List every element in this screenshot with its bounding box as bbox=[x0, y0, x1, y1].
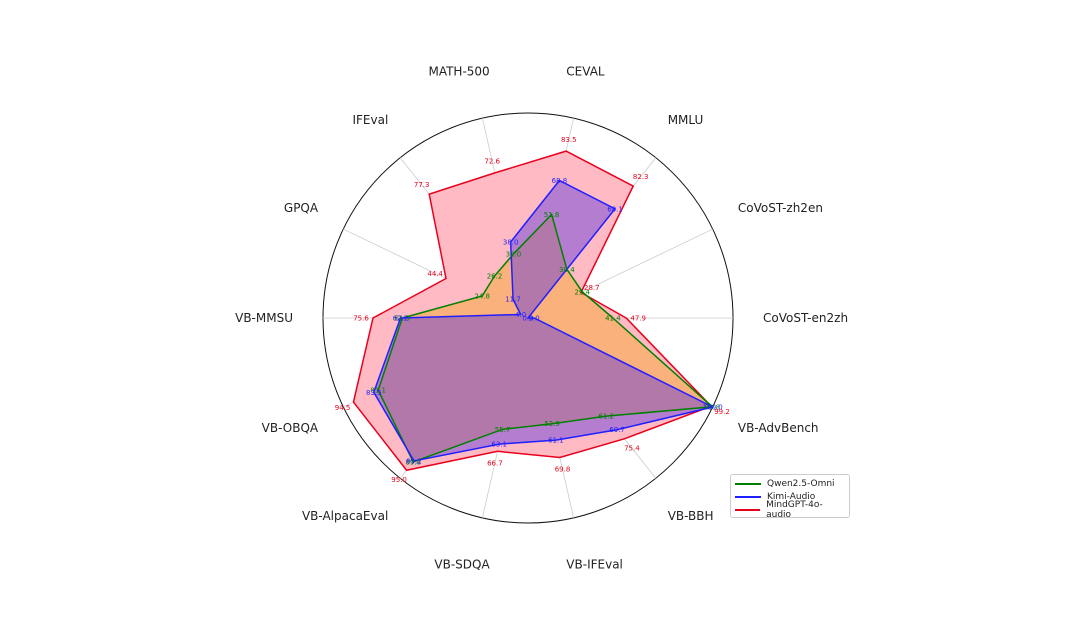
legend-item-qwen: Qwen2.5-Omni bbox=[735, 477, 845, 490]
axis-label: VB-OBQA bbox=[262, 421, 319, 435]
value-label: 47.9 bbox=[630, 315, 646, 323]
value-label: 68.1 bbox=[607, 205, 623, 213]
axis-label: GPQA bbox=[284, 201, 319, 215]
value-label: 83.5 bbox=[366, 389, 382, 397]
value-label: 61.1 bbox=[548, 437, 564, 445]
value-label: 28.7 bbox=[584, 284, 600, 292]
value-label: 95.0 bbox=[391, 476, 407, 484]
value-label: 89.8 bbox=[405, 458, 421, 466]
axis-label: CoVoST-zh2en bbox=[738, 201, 823, 215]
legend-swatch-kimi bbox=[735, 495, 761, 498]
value-label: 61.2 bbox=[598, 413, 614, 421]
legend-label-qwen: Qwen2.5-Omni bbox=[767, 478, 835, 489]
axis-label: VB-IFEval bbox=[566, 558, 623, 572]
value-label: 69.7 bbox=[609, 426, 625, 434]
value-label: 11.7 bbox=[505, 296, 521, 304]
value-label: 99.2 bbox=[714, 408, 730, 416]
value-label: 94.5 bbox=[335, 404, 351, 412]
axis-label: CoVoST-en2zh bbox=[763, 311, 848, 325]
legend-swatch-mindgpt bbox=[735, 508, 761, 511]
value-label: 62.2 bbox=[393, 315, 409, 323]
value-label: 26.2 bbox=[487, 273, 503, 281]
value-label: 83.5 bbox=[561, 136, 577, 144]
value-label: 100.0 bbox=[703, 403, 723, 411]
legend-item-mindgpt: MindGPT-4o-audio bbox=[735, 500, 845, 520]
series-line-1 bbox=[372, 179, 715, 462]
legend-swatch-qwen bbox=[735, 482, 761, 485]
axis-label: VB-BBH bbox=[668, 509, 714, 523]
legend-item-kimi: Kimi-Audio bbox=[735, 490, 845, 503]
axis-label: VB-AlpacaEval bbox=[302, 509, 388, 523]
series-area-1 bbox=[373, 180, 713, 461]
value-label: 66.7 bbox=[487, 460, 503, 468]
value-label: 75.4 bbox=[624, 445, 640, 453]
value-label: 44.4 bbox=[427, 270, 443, 278]
value-label: 81.1 bbox=[370, 387, 386, 395]
axis-label: MMLU bbox=[668, 113, 704, 127]
axis-label: VB-AdvBench bbox=[738, 421, 819, 435]
series-line-2 bbox=[352, 150, 713, 472]
value-label: 63.1 bbox=[491, 441, 507, 449]
axis-label: IFEval bbox=[352, 113, 388, 127]
value-label: 32.0 bbox=[506, 251, 522, 259]
value-label: 29.4 bbox=[575, 288, 591, 296]
value-label: 30.4 bbox=[559, 266, 575, 274]
axis-label: VB-SDQA bbox=[434, 558, 490, 572]
axis-label: VB-MMSU bbox=[235, 311, 293, 325]
value-label: 52.9 bbox=[544, 420, 560, 428]
value-label: 0.0 bbox=[522, 315, 533, 323]
value-label: 4.0 bbox=[515, 311, 526, 319]
value-label: 75.6 bbox=[353, 315, 369, 323]
value-label: 61.3 bbox=[395, 315, 411, 323]
axis-label: CEVAL bbox=[566, 64, 605, 78]
value-label: 41.4 bbox=[605, 315, 621, 323]
value-label: 24.8 bbox=[474, 292, 490, 300]
value-label: 68.8 bbox=[552, 177, 568, 185]
value-label: 55.7 bbox=[495, 426, 511, 434]
value-label: 72.6 bbox=[484, 158, 500, 166]
value-label: 3.0 bbox=[529, 315, 540, 323]
value-label: 38.0 bbox=[503, 239, 519, 247]
value-label: 69.8 bbox=[555, 466, 571, 474]
legend-label-mindgpt: MindGPT-4o-audio bbox=[766, 499, 823, 520]
value-label: 77.3 bbox=[414, 181, 430, 189]
value-label: 51.8 bbox=[544, 211, 560, 219]
value-label: 82.3 bbox=[633, 173, 649, 181]
value-label: 99.8 bbox=[705, 403, 721, 411]
axis-label: MATH-500 bbox=[428, 64, 489, 78]
legend: Qwen2.5-Omni Kimi-Audio MindGPT-4o-audio bbox=[730, 474, 850, 520]
legend-label-kimi: Kimi-Audio bbox=[767, 491, 816, 502]
value-label: 89.2 bbox=[406, 458, 422, 466]
